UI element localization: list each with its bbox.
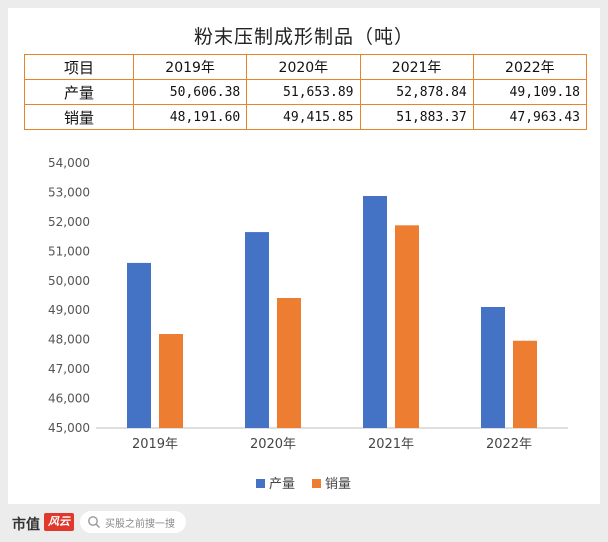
table-header-label: 项目 bbox=[24, 54, 134, 80]
table-cell: 48,191.60 bbox=[132, 104, 248, 130]
y-tick-label: 51,000 bbox=[48, 244, 90, 258]
x-tick-label: 2020年 bbox=[250, 437, 296, 452]
table-row-label: 销量 bbox=[24, 104, 134, 130]
legend-label: 销量 bbox=[325, 477, 351, 492]
y-tick-label: 49,000 bbox=[48, 303, 90, 317]
bar-production bbox=[127, 262, 151, 428]
bar-sales bbox=[395, 225, 419, 428]
y-tick-label: 53,000 bbox=[48, 185, 90, 199]
search-placeholder: 买股之前搜一搜 bbox=[105, 518, 175, 530]
bar-sales bbox=[277, 297, 301, 428]
bar-production bbox=[481, 307, 505, 428]
y-tick-label: 46,000 bbox=[48, 392, 90, 406]
y-tick-label: 47,000 bbox=[48, 362, 90, 376]
bar-production bbox=[245, 232, 269, 428]
table-cell: 51,653.89 bbox=[246, 79, 361, 105]
data-table: 项目 2019年 2020年 2021年 2022年 产量 50,606.38 … bbox=[24, 54, 588, 130]
bar-sales bbox=[513, 340, 537, 428]
bar-chart: 45,000 46,000 47,000 48,000 49,000 50,000 51,0… bbox=[48, 156, 568, 492]
table-cell: 50,606.38 bbox=[132, 79, 248, 105]
brand-logo: 风云 bbox=[44, 513, 74, 531]
x-tick-label: 2022年 bbox=[486, 437, 532, 452]
legend-swatch bbox=[256, 479, 265, 488]
legend-label: 产量 bbox=[269, 477, 295, 492]
table-cell: 49,415.85 bbox=[246, 104, 361, 130]
table-col-2020: 2020年 bbox=[246, 54, 361, 80]
table-col-2021: 2021年 bbox=[359, 54, 474, 80]
table-cell: 49,109.18 bbox=[472, 79, 588, 105]
chart-title: 粉末压制成形制品（吨） bbox=[193, 26, 414, 48]
table-row-sales: 销量 48,191.60 49,415.85 51,883.37 47,963.… bbox=[24, 104, 588, 130]
table-cell: 51,883.37 bbox=[359, 104, 474, 130]
brand-name: 市值 bbox=[12, 517, 40, 533]
y-tick-label: 48,000 bbox=[48, 333, 90, 347]
table-cell: 47,963.43 bbox=[472, 104, 588, 130]
search-box[interactable]: 买股之前搜一搜 bbox=[80, 511, 186, 533]
x-tick-label: 2021年 bbox=[368, 437, 414, 452]
table-header-row: 项目 2019年 2020年 2021年 2022年 bbox=[24, 54, 588, 80]
y-tick-label: 54,000 bbox=[48, 156, 90, 170]
y-tick-label: 45,000 bbox=[48, 421, 90, 435]
footer-bar: 市值 风云 买股之前搜一搜 bbox=[0, 504, 608, 542]
bar-production bbox=[363, 196, 387, 428]
table-col-2019: 2019年 bbox=[132, 54, 248, 80]
chart-card: 粉末压制成形制品（吨） 项目 2019年 2020年 2021年 2022年 产… bbox=[8, 8, 600, 504]
search-icon bbox=[88, 516, 100, 528]
y-tick-label: 50,000 bbox=[48, 274, 90, 288]
y-tick-label: 52,000 bbox=[48, 215, 90, 229]
legend-swatch bbox=[312, 479, 321, 488]
x-tick-label: 2019年 bbox=[132, 437, 178, 452]
bar-sales bbox=[159, 334, 183, 428]
